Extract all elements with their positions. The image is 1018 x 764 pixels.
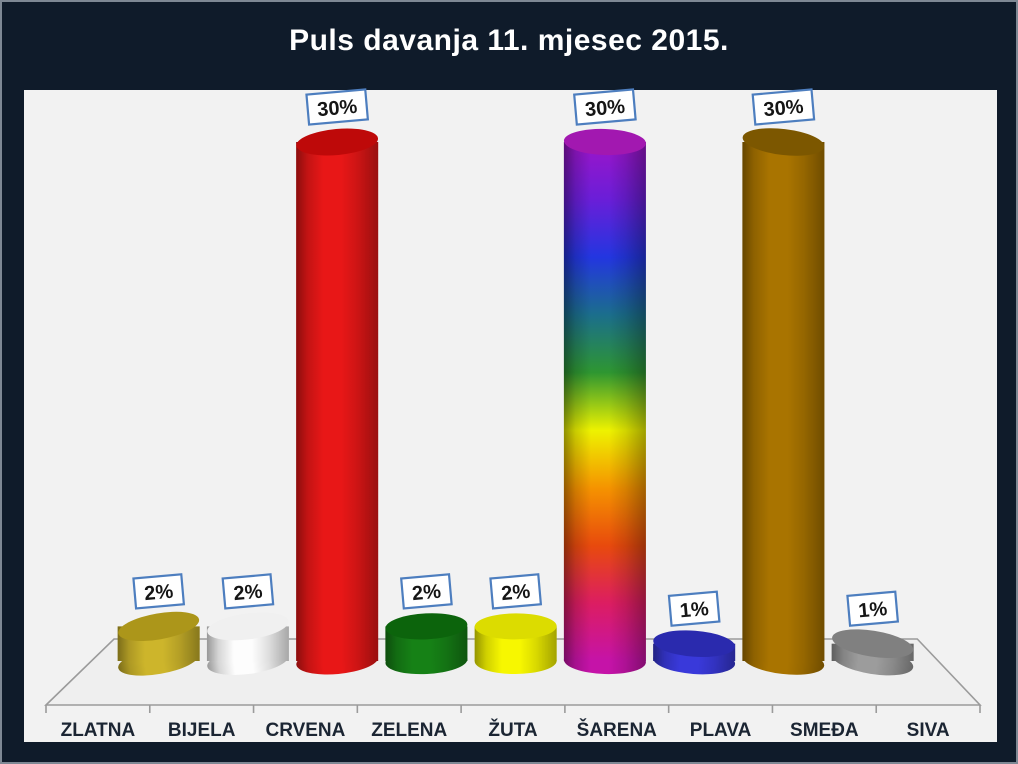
data-label-text-zuta: 2% [500, 581, 531, 605]
bar-zelena [385, 613, 468, 675]
bar-top-zlatna [118, 611, 200, 642]
chart-canvas: 2% ZLATNA 2% BIJELA 30% CRVENA 2% ZELENA 2% ŽUTA 3… [44, 88, 982, 741]
bar-crvena [296, 128, 379, 675]
category-label-sarena: ŠARENA [577, 719, 658, 741]
data-label-smeda: 30% [751, 88, 816, 126]
data-label-text-zelena: 2% [411, 581, 442, 605]
category-label-bijela: BIJELA [168, 720, 236, 741]
bar-bijela [206, 612, 289, 675]
data-label-bijela: 2% [221, 573, 275, 610]
category-label-smeda: SMEĐA [790, 720, 859, 741]
bar-sarena [563, 128, 646, 675]
bar-top-smeda [742, 128, 825, 156]
bar-top-plava [653, 630, 736, 658]
category-label-zuta: ŽUTA [488, 719, 538, 741]
chart-title: Puls davanja 11. mjesec 2015. [289, 24, 729, 57]
bar-top-zelena [385, 613, 468, 640]
data-label-text-crvena: 30% [316, 96, 358, 121]
bar-top-sarena [563, 128, 646, 156]
category-axis [45, 705, 981, 713]
data-label-sarena: 30% [573, 88, 637, 126]
bar-smeda [742, 128, 825, 675]
category-label-crvena: CRVENA [265, 720, 345, 741]
data-label-plava: 1% [667, 590, 721, 627]
bar-top-siva [832, 629, 914, 659]
bar-plava [653, 630, 736, 675]
data-label-text-bijela: 2% [233, 581, 264, 605]
bar-top-bijela [207, 612, 289, 641]
category-label-siva: SIVA [907, 720, 950, 741]
data-label-text-smeda: 30% [763, 96, 805, 121]
category-label-plava: PLAVA [690, 720, 752, 741]
category-label-zlatna: ZLATNA [61, 720, 136, 741]
bar-zlatna [117, 611, 200, 676]
data-label-text-zlatna: 2% [143, 581, 174, 605]
data-label-zuta: 2% [489, 573, 543, 610]
data-label-text-sarena: 30% [584, 96, 626, 121]
chart-plot-area: 2% ZLATNA 2% BIJELA 30% CRVENA 2% ZELENA 2% ŽUTA 3… [24, 88, 997, 742]
bar-top-zuta [474, 613, 557, 640]
bar-siva [831, 629, 914, 676]
bar-top-crvena [296, 128, 379, 156]
data-label-crvena: 30% [305, 88, 370, 126]
bar-zuta [474, 613, 557, 675]
data-label-text-siva: 1% [857, 598, 888, 622]
data-label-text-plava: 1% [679, 598, 710, 622]
category-label-zelena: ZELENA [371, 720, 447, 741]
data-label-zelena: 2% [400, 573, 453, 610]
data-label-zlatna: 2% [132, 573, 186, 610]
data-label-siva: 1% [846, 590, 900, 627]
